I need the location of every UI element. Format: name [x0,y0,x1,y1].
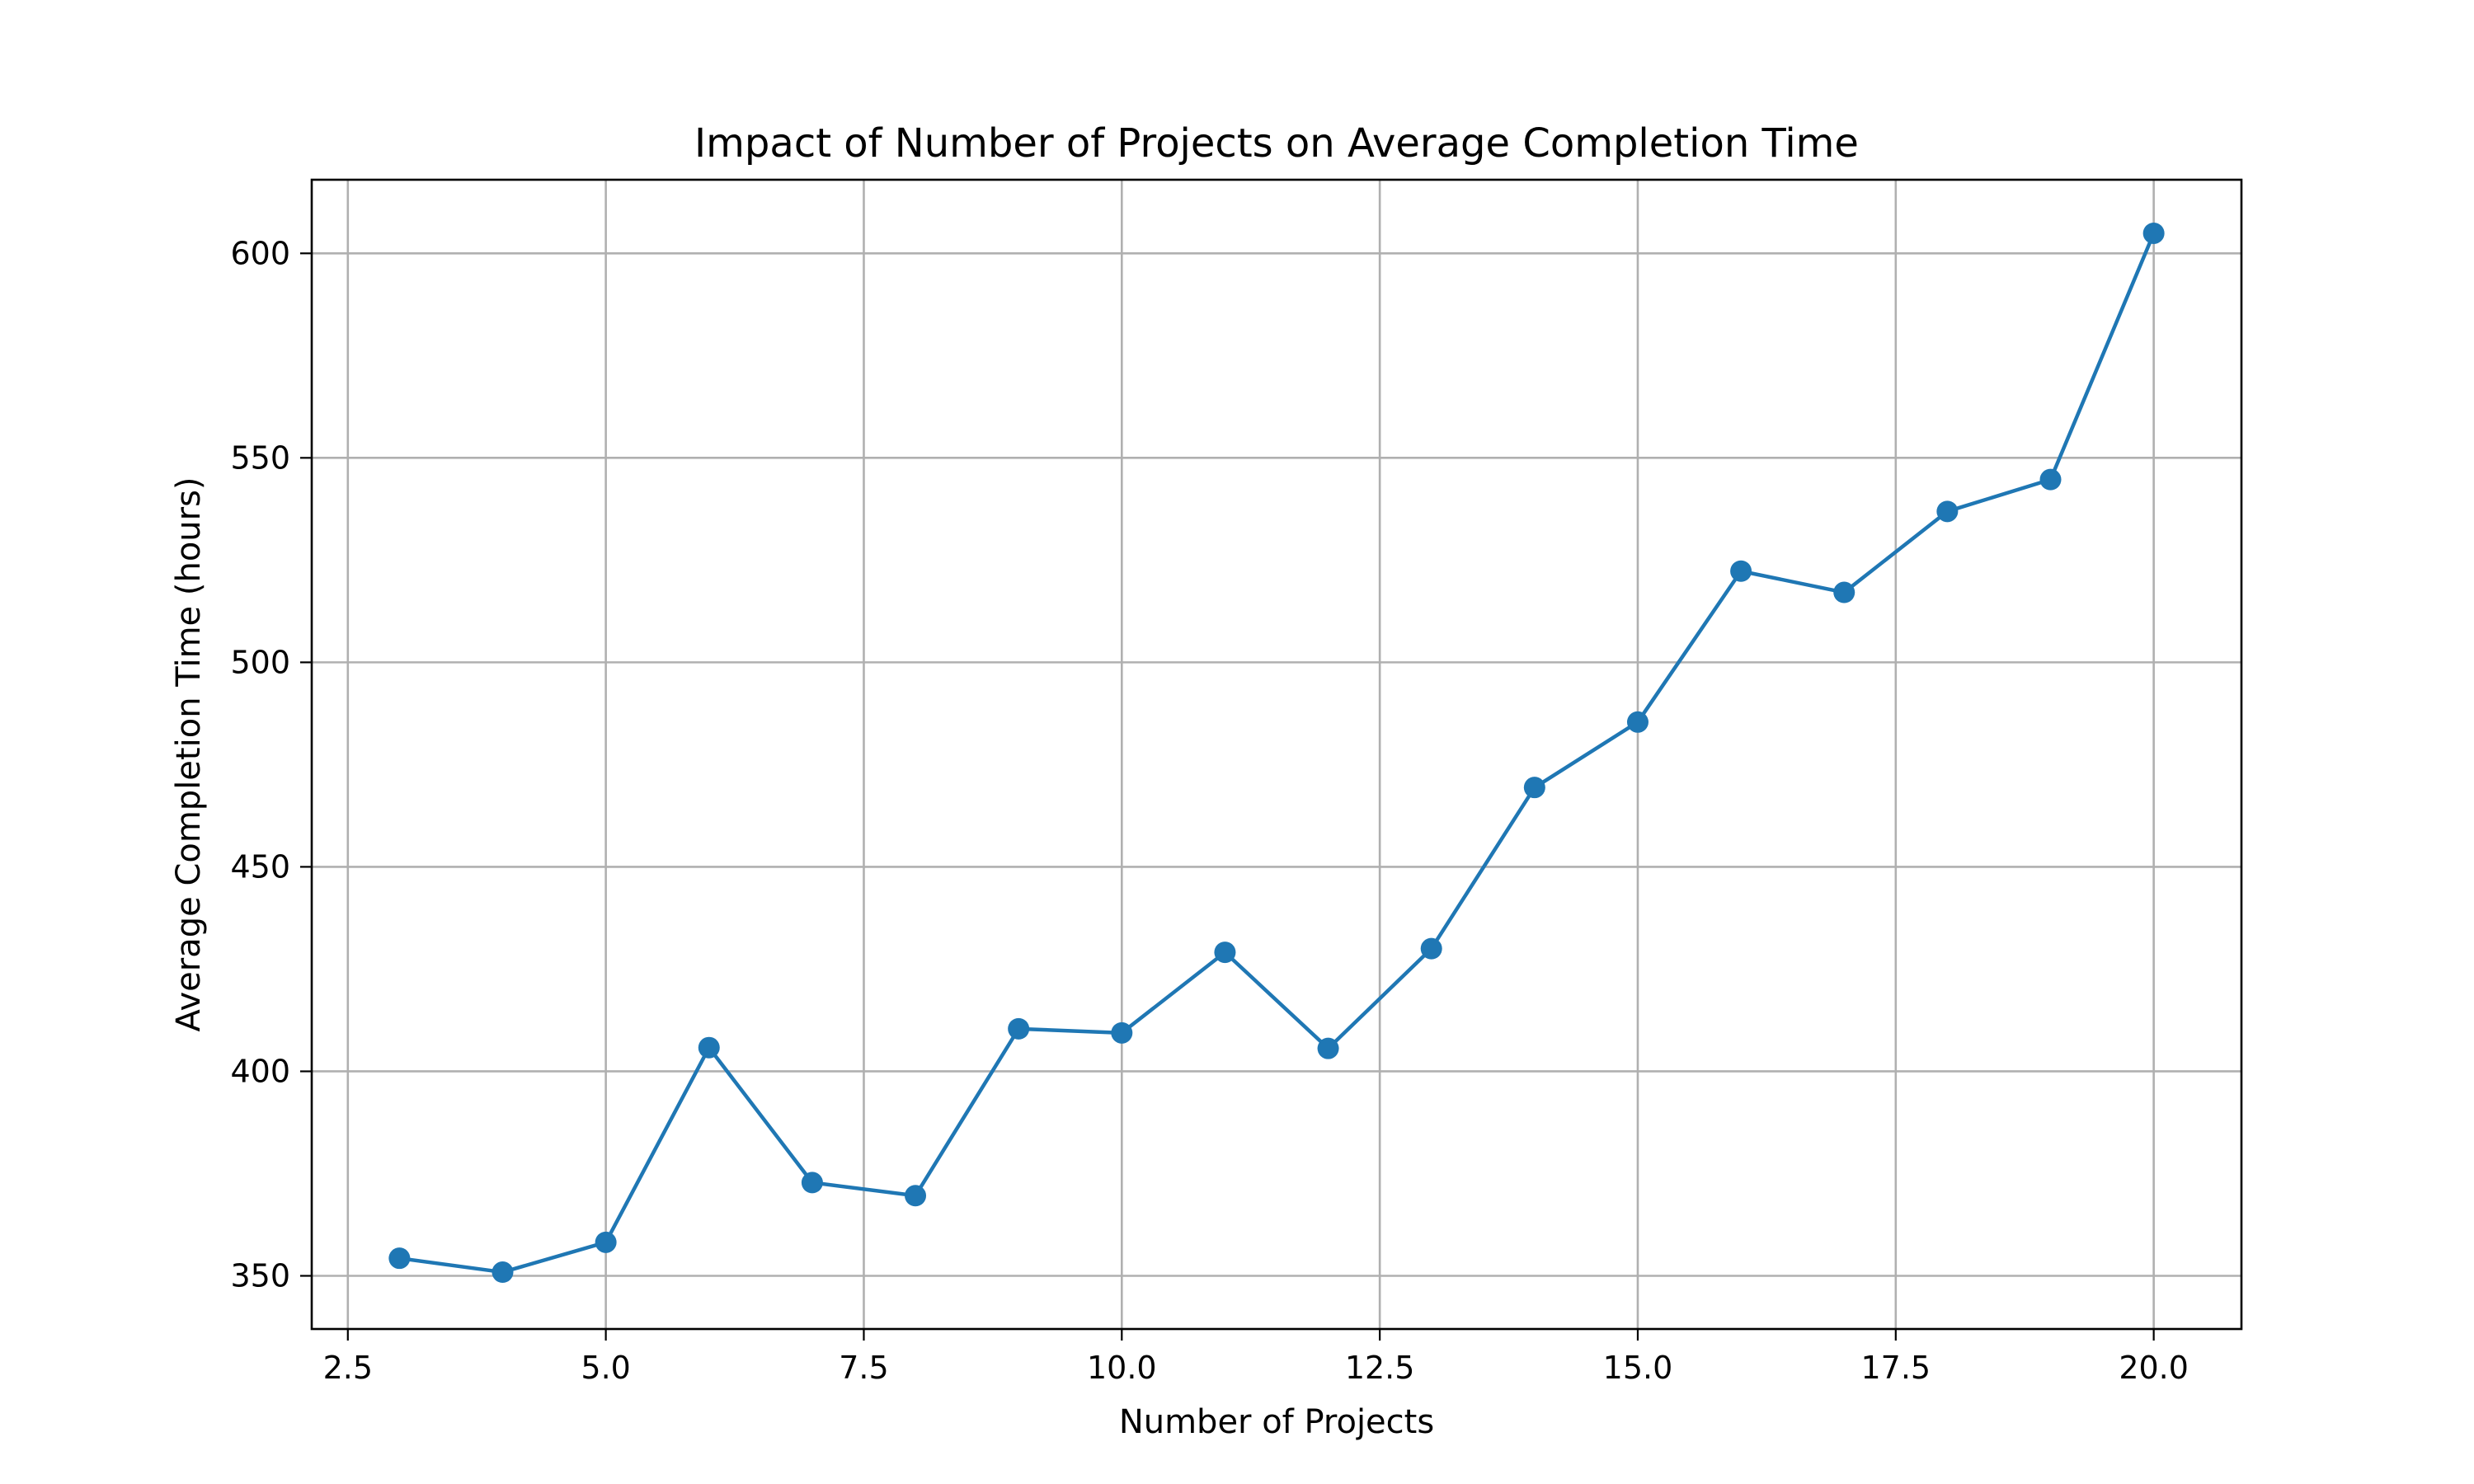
series-line [399,232,2156,1275]
data-point [1111,1021,1133,1044]
x-axis-label: Number of Projects [1119,1403,1434,1441]
series-line-path [399,232,2156,1275]
series-markers [388,222,2165,1284]
data-point [388,1247,411,1270]
plot-frame [310,178,2243,1331]
y-tick-label: 550 [230,439,290,476]
x-tick-label: 12.5 [1345,1350,1415,1386]
y-tick-label: 350 [230,1258,290,1294]
y-axis-label: Average Completion Time (hours) [170,477,208,1031]
data-point [1214,942,1236,964]
data-point [1317,1037,1339,1059]
data-point [1833,581,1856,603]
grid-lines [312,180,2241,1329]
x-tick-label: 17.5 [1860,1350,1931,1386]
data-point [2142,222,2165,244]
x-tick-label: 2.5 [323,1350,373,1386]
data-point [2039,468,2062,491]
x-tick-label: 20.0 [2119,1350,2189,1386]
data-point [905,1185,927,1207]
x-tick-label: 5.0 [581,1350,630,1386]
data-point [492,1261,514,1284]
y-tick-label: 500 [230,644,290,680]
data-point [698,1036,720,1059]
x-axis-ticks: 2.5 5.0 7.5 10.0 12.5 15.0 17.5 20.0 [323,1329,2189,1386]
x-tick-label: 10.0 [1087,1350,1157,1386]
data-point [1523,777,1545,799]
y-axis-ticks: 350 400 450 500 550 600 [230,235,312,1294]
data-point [1730,560,1752,582]
data-point [595,1231,617,1253]
data-point [1936,500,1959,523]
data-point [1008,1017,1030,1040]
data-point [801,1172,823,1194]
x-tick-label: 7.5 [839,1350,888,1386]
data-point [1420,937,1442,960]
x-tick-label: 15.0 [1603,1350,1673,1386]
y-tick-label: 400 [230,1053,290,1089]
y-tick-label: 450 [230,848,290,885]
y-tick-label: 600 [230,235,290,271]
data-point [1626,711,1649,733]
chart-title: Impact of Number of Projects on Average … [694,120,1859,167]
